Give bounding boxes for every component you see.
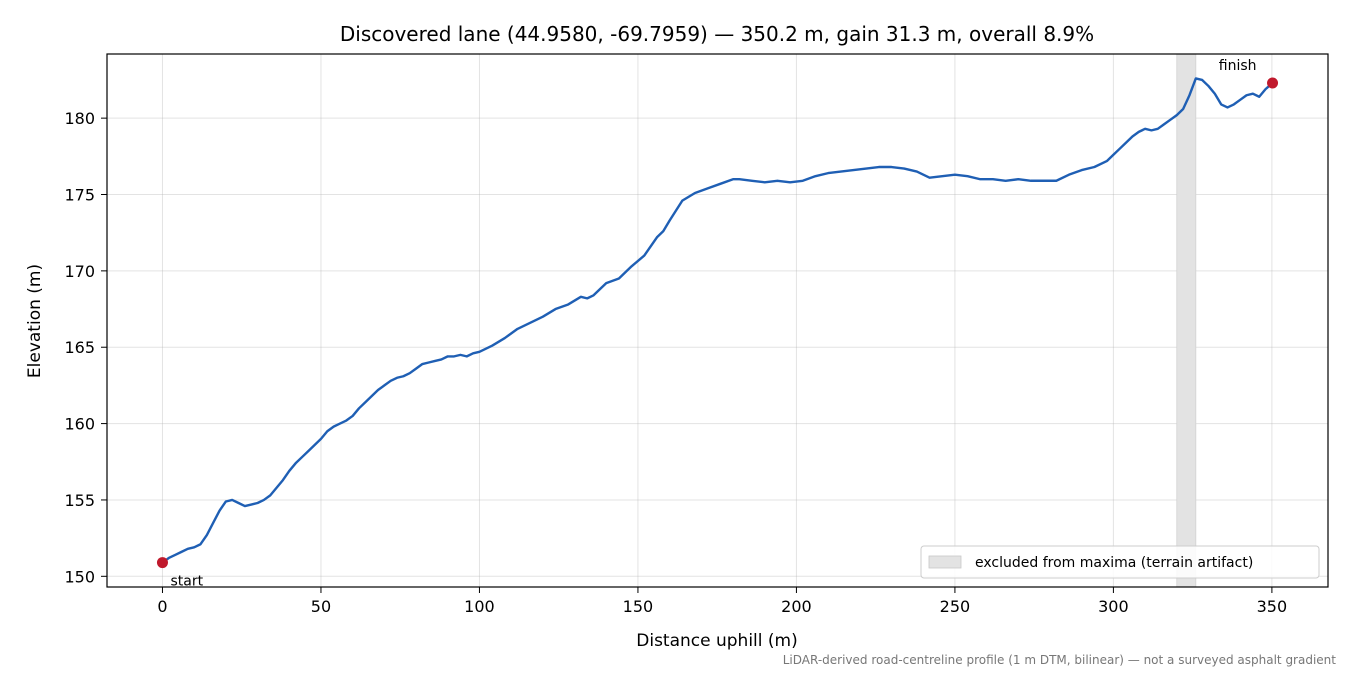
- series-layer: [161, 77, 1274, 564]
- y-tick-label-180: 180: [64, 109, 95, 128]
- x-tick-label-250: 250: [940, 597, 971, 616]
- y-tick-label-175: 175: [64, 186, 95, 205]
- finish-label: finish: [1219, 58, 1257, 74]
- x-axis-label: Distance uphill (m): [636, 631, 797, 651]
- x-tick-label-100: 100: [464, 597, 495, 616]
- elevation-line: [161, 77, 1274, 564]
- footnote: LiDAR-derived road-centreline profile (1…: [783, 653, 1337, 667]
- y-tick-label-170: 170: [64, 262, 95, 281]
- marker-layer: start finish: [156, 58, 1279, 590]
- plot-frame: [106, 53, 1329, 588]
- x-tick-label-200: 200: [781, 597, 812, 616]
- y-tick-label-155: 155: [64, 491, 95, 510]
- axis-ticks: 0 50 100 150 200 250 300 350 150 155 160 165 170 175 1…: [64, 109, 1287, 616]
- x-tick-label-150: 150: [623, 597, 654, 616]
- y-tick-label-160: 160: [64, 415, 95, 434]
- chart-title: Discovered lane (44.9580, -69.7959) — 35…: [340, 22, 1094, 46]
- y-axis-label: Elevation (m): [25, 264, 45, 378]
- x-tick-label-300: 300: [1098, 597, 1129, 616]
- legend-frame: [920, 545, 1320, 579]
- excluded-region-layer: [1176, 53, 1197, 588]
- y-tick-label-150: 150: [64, 567, 95, 586]
- start-marker: [156, 557, 168, 569]
- x-tick-label-50: 50: [311, 597, 331, 616]
- y-tick-label-165: 165: [64, 338, 95, 357]
- legend-label-excluded: excluded from maxima (terrain artifact): [975, 555, 1253, 571]
- finish-marker: [1267, 77, 1279, 89]
- legend: excluded from maxima (terrain artifact): [920, 545, 1320, 579]
- grid-lines: [107, 54, 1328, 587]
- start-label: start: [170, 574, 203, 590]
- legend-swatch-excluded: [928, 555, 962, 569]
- x-tick-label-350: 350: [1257, 597, 1288, 616]
- x-tick-label-0: 0: [157, 597, 167, 616]
- excluded-region-band: [1176, 53, 1197, 588]
